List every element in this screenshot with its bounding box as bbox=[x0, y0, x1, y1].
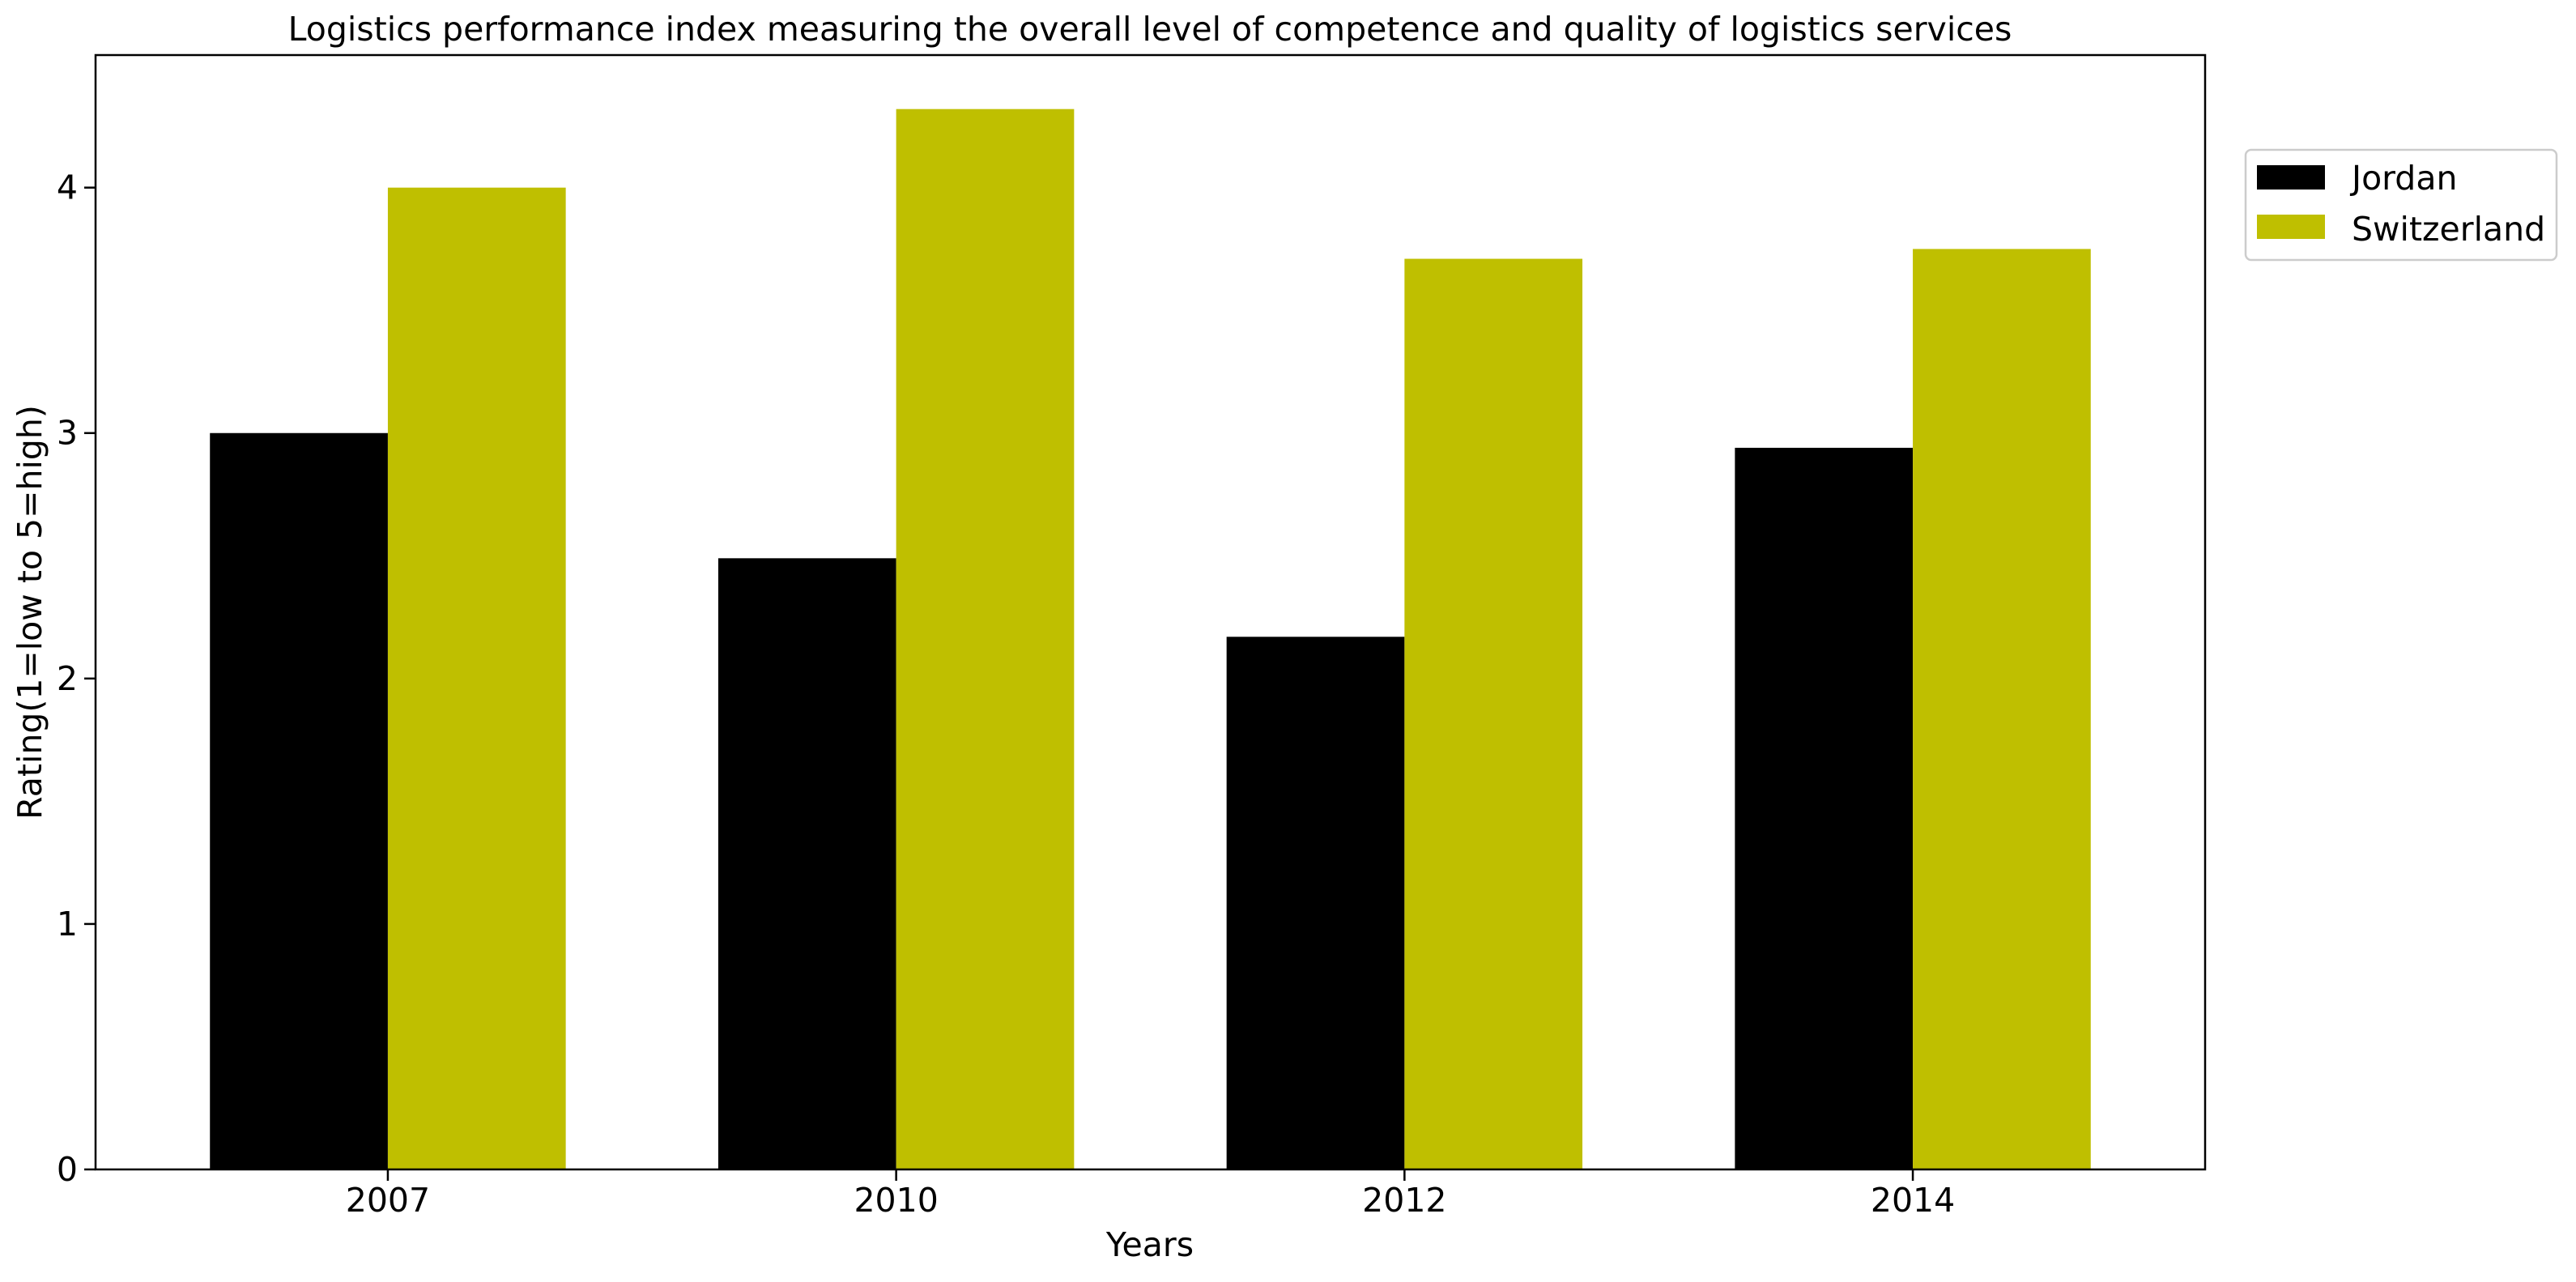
plot-frame bbox=[94, 53, 2207, 1171]
chart-title: Logistics performance index measuring th… bbox=[288, 10, 2012, 49]
bar-switzerland-2012 bbox=[1404, 258, 1583, 1170]
bar-switzerland-2014 bbox=[1913, 249, 2091, 1169]
x-axis-label: Years bbox=[1105, 1225, 1194, 1264]
bar-switzerland-2010 bbox=[896, 109, 1075, 1169]
bars-layer bbox=[210, 109, 2091, 1170]
x-tick-label: 2010 bbox=[854, 1181, 938, 1220]
y-tick-label: 3 bbox=[57, 414, 78, 453]
x-tick-label: 2014 bbox=[1871, 1181, 1955, 1220]
y-tick-label: 0 bbox=[57, 1150, 78, 1189]
y-tick-label: 2 bbox=[57, 659, 78, 698]
bar-jordan-2010 bbox=[717, 558, 896, 1169]
legend-swatch-jordan bbox=[2257, 165, 2325, 190]
y-axis-label: Rating(1=low to 5=high) bbox=[11, 405, 49, 820]
bar-jordan-2007 bbox=[210, 432, 388, 1169]
axis-ticks: 2007 2010 2012 2014 0 1 2 3 4 bbox=[57, 168, 1955, 1220]
y-tick-label: 1 bbox=[57, 905, 78, 943]
bar-switzerland-2007 bbox=[387, 187, 566, 1170]
bar-jordan-2012 bbox=[1226, 637, 1405, 1169]
legend-label-switzerland: Switzerland bbox=[2352, 210, 2545, 249]
y-tick-label: 4 bbox=[57, 168, 78, 207]
legend-swatch-switzerland bbox=[2257, 215, 2325, 239]
x-tick-label: 2012 bbox=[1362, 1181, 1446, 1220]
legend-label-jordan: Jordan bbox=[2349, 159, 2457, 198]
x-tick-label: 2007 bbox=[346, 1181, 430, 1220]
bar-jordan-2014 bbox=[1735, 447, 1914, 1169]
legend: Jordan Switzerland bbox=[2244, 148, 2558, 262]
